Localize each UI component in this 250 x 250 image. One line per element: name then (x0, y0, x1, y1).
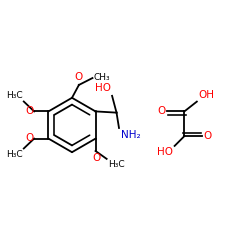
Text: HO: HO (95, 83, 111, 93)
Text: NH₂: NH₂ (122, 130, 141, 140)
Text: O: O (204, 131, 212, 141)
Text: O: O (92, 154, 100, 164)
Text: O: O (157, 106, 165, 116)
Text: O: O (26, 106, 34, 116)
Text: H₃C: H₃C (108, 160, 124, 169)
Text: HO: HO (157, 147, 173, 157)
Text: O: O (74, 72, 82, 83)
Text: OH: OH (198, 90, 214, 101)
Text: O: O (26, 133, 34, 143)
Text: H₃C: H₃C (6, 91, 22, 100)
Text: H₃C: H₃C (6, 150, 22, 159)
Text: CH₃: CH₃ (94, 72, 110, 82)
